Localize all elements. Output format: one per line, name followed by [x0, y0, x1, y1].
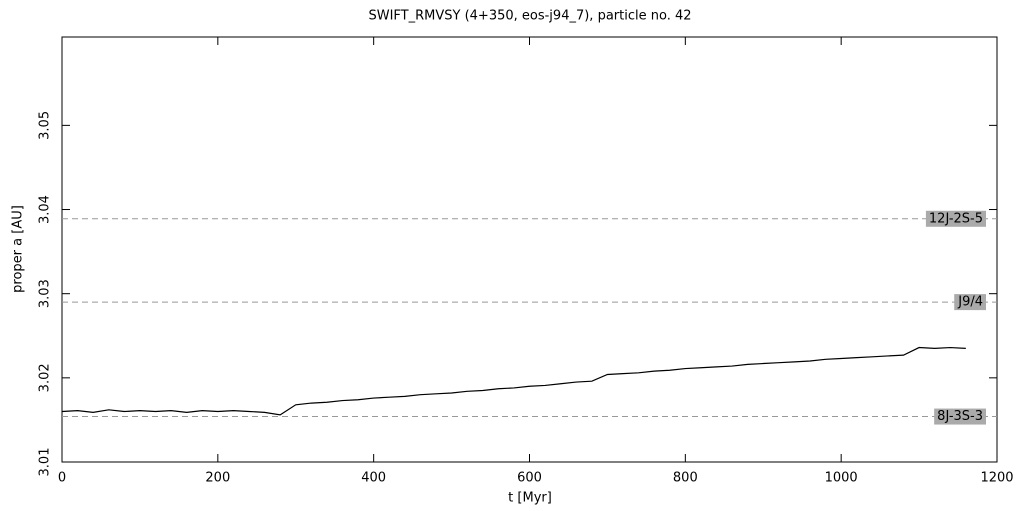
- resonance-label: 8J-3S-3: [937, 409, 983, 424]
- resonance-label: 12J-2S-5: [929, 211, 983, 226]
- x-axis-label: t [Myr]: [508, 491, 552, 506]
- y-tick-label: 3.05: [38, 111, 53, 140]
- x-tick-label: 200: [205, 471, 230, 486]
- plot-frame: [61, 36, 998, 463]
- chart-title: SWIFT_RMVSY (4+350, eos-j94_7), particle…: [368, 9, 691, 24]
- y-axis-label: proper a [AU]: [11, 205, 26, 293]
- y-tick-label: 3.03: [38, 279, 53, 308]
- x-tick-label: 800: [673, 471, 698, 486]
- x-tick-label: 1200: [980, 471, 1013, 486]
- x-tick-label: 1000: [825, 471, 858, 486]
- resonance-label: J9/4: [957, 295, 983, 310]
- y-tick-label: 3.02: [38, 363, 53, 392]
- x-tick-label: 400: [361, 471, 386, 486]
- data-line: [61, 346, 966, 416]
- resonance-label-bg: [925, 210, 986, 227]
- resonance-label-bg: [934, 408, 986, 425]
- y-tick-label: 3.01: [38, 448, 53, 477]
- resonance-label-bg: [954, 294, 986, 311]
- y-tick-label: 3.04: [38, 195, 53, 224]
- x-tick-label: 600: [517, 471, 542, 486]
- x-tick-label: 0: [58, 471, 66, 486]
